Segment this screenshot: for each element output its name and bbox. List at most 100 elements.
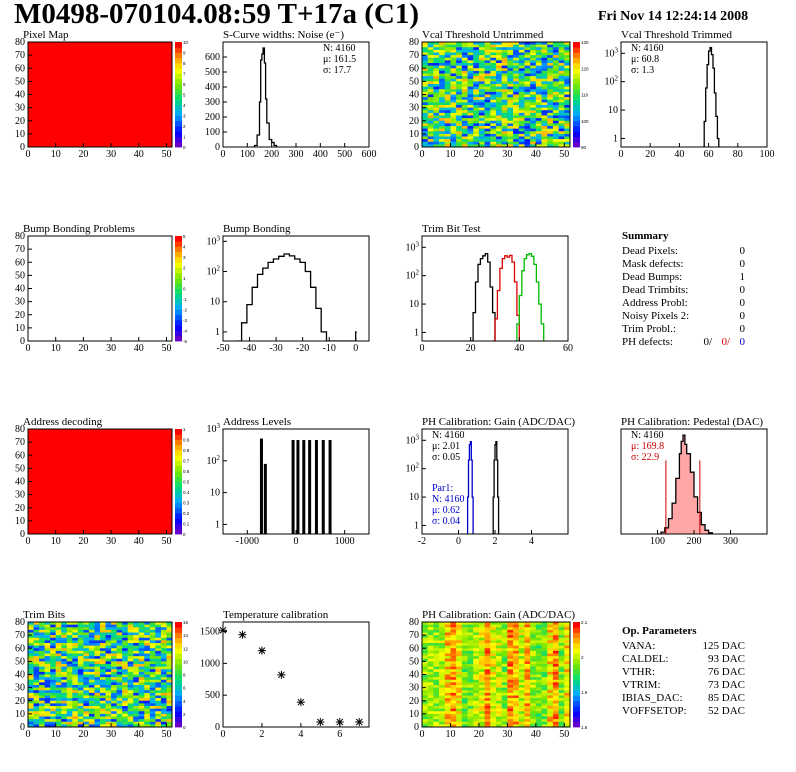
ph_gain_map-xtick-label: 40 bbox=[531, 729, 541, 740]
pixel_map-palette-label: 3 bbox=[183, 114, 186, 119]
bump_problems-xtick-label: 10 bbox=[51, 343, 61, 354]
trim_bits-xtick-label: 30 bbox=[106, 729, 116, 740]
address_decoding-title: Address decoding bbox=[23, 416, 103, 428]
summary-row-value: 0 bbox=[740, 310, 746, 322]
address_decoding-ytick-label: 70 bbox=[15, 437, 25, 448]
bump_problems-ytick-label: 60 bbox=[15, 257, 25, 268]
ph_gain_map-palette-label: 1.8 bbox=[581, 725, 588, 730]
summary-row-value: 0 bbox=[740, 323, 746, 335]
vcal_trimmed-xtick-label: 0 bbox=[619, 149, 624, 160]
trim_bits_test-panel: Trim Bit Test 0 20 40 60 1 10 102 103 bbox=[406, 223, 574, 354]
temperature_calibration-point bbox=[316, 718, 325, 726]
trim_bits_test-ytick-exp: 3 bbox=[416, 240, 420, 248]
temperature_calibration-title: Temperature calibration bbox=[223, 609, 329, 621]
vcal_untrimmed-ytick-label: 50 bbox=[409, 76, 419, 87]
vcal_untrimmed-cells bbox=[422, 42, 571, 148]
address_decoding-palette-label: 0.7 bbox=[183, 459, 190, 464]
address_levels-bar bbox=[291, 440, 295, 534]
vcal_untrimmed-ytick-label: 80 bbox=[409, 37, 419, 48]
trim_bits-cells bbox=[28, 622, 173, 728]
bump_bonding-panel: Bump Bonding -50 -40 -30 -20 -10 0 1 10 102 103 bbox=[207, 223, 370, 354]
pixel_map-xtick-label: 20 bbox=[78, 149, 88, 160]
bump_bonding-ytick-label: 103 bbox=[207, 234, 221, 247]
scurve-stat: μ: 161.5 bbox=[323, 54, 356, 65]
bump_bonding-series-0 bbox=[236, 253, 357, 341]
summary-row-value: 0 bbox=[740, 245, 746, 257]
address_decoding-palette-label: 0.2 bbox=[183, 511, 190, 516]
vcal_untrimmed-ytick-label: 40 bbox=[409, 90, 419, 101]
bump_bonding-xtick-label: -30 bbox=[269, 343, 282, 354]
vcal_untrimmed-palette-label: 90 bbox=[581, 145, 587, 150]
address_levels-bar bbox=[296, 440, 300, 534]
address_decoding-panel: Address decoding 0 0.1 0.2 0.3 0.4 0.5 0.6 0.7 0.… bbox=[15, 416, 190, 547]
ph_gain-par1-stat: μ: 0.62 bbox=[432, 505, 460, 516]
pixel_map-ytick-label: 50 bbox=[15, 76, 25, 87]
pixel_map-palette-label: 1 bbox=[183, 135, 186, 140]
ph_gain-xtick-label: 0 bbox=[456, 536, 461, 547]
scurve-ytick-label: 400 bbox=[205, 82, 220, 93]
address_levels-xtick-label: 0 bbox=[294, 536, 299, 547]
bump_problems-xtick-label: 30 bbox=[106, 343, 116, 354]
bump_bonding-ytick-label: 10 bbox=[210, 297, 220, 308]
ph_gain_map-ytick-label: 50 bbox=[409, 656, 419, 667]
vcal_untrimmed-palette: 90 100 110 120 130 bbox=[573, 40, 589, 150]
ph_gain-xtick-label: 2 bbox=[493, 536, 498, 547]
ph_gain_map-ytick-label: 80 bbox=[409, 617, 419, 628]
scurve-xtick-label: 500 bbox=[337, 149, 352, 160]
ph_gain-stat: N: 4160 bbox=[432, 430, 465, 441]
address_levels-bar bbox=[321, 440, 325, 534]
ph_gain_map-ytick-label: 60 bbox=[409, 643, 419, 654]
bump_problems-xtick-label: 0 bbox=[26, 343, 31, 354]
ph_pedestal-xtick-label: 200 bbox=[687, 536, 702, 547]
trim_bits-palette: 0 2 4 6 8 10 12 14 16 bbox=[175, 620, 189, 730]
pixel_map-palette-label: 7 bbox=[183, 72, 186, 77]
bump_problems-palette-label: 2 bbox=[183, 266, 186, 271]
trim_bits-palette-label: 14 bbox=[183, 633, 189, 638]
vcal_untrimmed-xtick-label: 0 bbox=[420, 149, 425, 160]
vcal_untrimmed-palette-label: 100 bbox=[581, 119, 589, 124]
pixel_map-palette-label: 10 bbox=[183, 40, 189, 45]
address_decoding-xtick-label: 10 bbox=[51, 536, 61, 547]
ph_gain_map-xtick-label: 20 bbox=[474, 729, 484, 740]
vcal_trimmed-xtick-label: 60 bbox=[704, 149, 714, 160]
op_parameters-row-value: 52 DAC bbox=[708, 705, 745, 717]
ph_gain_map-xtick-label: 30 bbox=[502, 729, 512, 740]
summary-ph-label: PH defects: bbox=[622, 336, 673, 348]
vcal_untrimmed-palette-label: 110 bbox=[581, 93, 589, 98]
ph_gain_map-panel: PH Calibration: Gain (ADC/DAC) 1.8 1.9 2 2.1… bbox=[409, 609, 588, 740]
date-stamp: Fri Nov 14 12:24:14 2008 bbox=[598, 9, 749, 24]
pixel_map-ytick-label: 20 bbox=[15, 116, 25, 127]
trim_bits_test-xtick-label: 60 bbox=[563, 343, 573, 354]
ph_gain_map-xtick-label: 50 bbox=[559, 729, 569, 740]
bump_problems-ytick-label: 50 bbox=[15, 270, 25, 281]
summary-panel: Summary Dead Pixels: 0 Mask defects: 0 Dead B… bbox=[622, 230, 746, 348]
trim_bits-palette-label: 4 bbox=[183, 699, 186, 704]
temperature_calibration-point bbox=[355, 718, 364, 726]
pixel_map-palette-label: 0 bbox=[183, 145, 186, 150]
trim_bits-xtick-label: 10 bbox=[51, 729, 61, 740]
address_levels-ytick-exp: 3 bbox=[217, 422, 221, 430]
address_levels-title: Address Levels bbox=[223, 416, 291, 428]
vcal_untrimmed-palette-label: 120 bbox=[581, 66, 589, 71]
bump_problems-xtick-label: 20 bbox=[78, 343, 88, 354]
temperature_calibration-xtick-label: 4 bbox=[298, 729, 303, 740]
pixel_map-cells bbox=[28, 42, 172, 147]
ph_pedestal-series-0 bbox=[657, 434, 714, 534]
ph_gain-par1-stat: Par1: bbox=[432, 483, 453, 494]
address_decoding-palette-label: 0.6 bbox=[183, 469, 190, 474]
ph_pedestal-panel: PH Calibration: Pedestal (DAC) 100 200 300 N… bbox=[620, 416, 768, 547]
ph_gain-stat: σ: 0.05 bbox=[432, 452, 460, 463]
bump_problems-frame bbox=[27, 235, 173, 342]
vcal_untrimmed-ytick-label: 0 bbox=[414, 142, 419, 153]
vcal_trimmed-stat: μ: 60.8 bbox=[631, 54, 659, 65]
trim_bits-xtick-label: 0 bbox=[26, 729, 31, 740]
address_levels-frame bbox=[222, 428, 370, 535]
bump_bonding-title: Bump Bonding bbox=[223, 223, 291, 235]
temperature_calibration-xtick-label: 2 bbox=[259, 729, 264, 740]
ph_pedestal-xtick-label: 300 bbox=[723, 536, 738, 547]
pixel_map-ytick-label: 80 bbox=[15, 37, 25, 48]
address_levels-bar bbox=[259, 438, 263, 534]
bump_problems-palette-label: 5 bbox=[183, 234, 186, 239]
scurve-ytick-label: 0 bbox=[215, 142, 220, 153]
